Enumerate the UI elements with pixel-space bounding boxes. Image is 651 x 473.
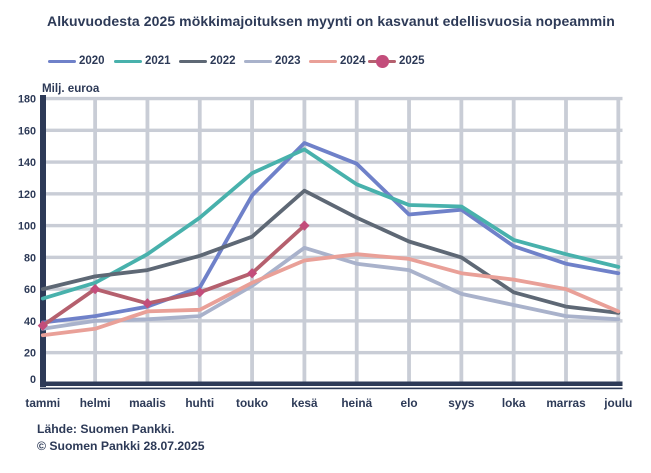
x-tick-label: elo bbox=[401, 396, 418, 410]
x-tick-label: syys bbox=[448, 396, 475, 410]
gridline-horizontal bbox=[40, 128, 623, 133]
y-axis-line bbox=[40, 95, 46, 387]
legend-label-2024: 2024 bbox=[340, 54, 366, 67]
x-tick-label: joulu bbox=[603, 396, 632, 410]
series-line-2021 bbox=[40, 147, 621, 301]
footer-copyright: © Suomen Pankki 28.07.2025 bbox=[37, 439, 205, 453]
legend: 2020 2021 2022 2023 2024 2025 bbox=[0, 53, 651, 69]
chart-title: Alkuvuodesta 2025 mökkimajoituksen myynt… bbox=[47, 13, 615, 29]
gridline-vertical bbox=[616, 97, 621, 383]
legend-marker-2025 bbox=[376, 55, 389, 68]
gridline-vertical bbox=[302, 97, 307, 383]
legend-swatch-2024 bbox=[309, 59, 337, 64]
gridline-vertical bbox=[354, 97, 359, 383]
y-tick-label: 140 bbox=[18, 157, 36, 169]
gridline-vertical bbox=[93, 97, 98, 383]
gridline-horizontal bbox=[40, 223, 623, 228]
y-axis-title: Milj. euroa bbox=[42, 81, 100, 95]
footer-source: Lähde: Suomen Pankki. bbox=[37, 421, 175, 436]
y-tick-label: 160 bbox=[18, 125, 36, 137]
series-marker-2025 bbox=[299, 220, 310, 231]
x-tick-label: touko bbox=[236, 396, 268, 410]
series-line-2022 bbox=[40, 188, 621, 315]
legend-swatch-2020 bbox=[48, 59, 76, 64]
x-tick-label: marras bbox=[546, 396, 586, 410]
legend-swatch-2021 bbox=[114, 59, 142, 64]
gridline-vertical bbox=[145, 97, 150, 383]
gridline-vertical bbox=[197, 97, 202, 383]
series-line-2024 bbox=[40, 252, 621, 338]
y-tick-label: 40 bbox=[24, 316, 36, 328]
x-tick-label: tammi bbox=[25, 396, 60, 410]
gridline-horizontal bbox=[40, 160, 623, 164]
legend-swatch-2023 bbox=[244, 59, 272, 64]
legend-label-2023: 2023 bbox=[275, 54, 301, 67]
gridline-horizontal bbox=[40, 287, 623, 291]
legend-label-2020: 2020 bbox=[79, 54, 105, 67]
gridline-horizontal bbox=[40, 192, 623, 196]
gridline-vertical bbox=[564, 97, 568, 383]
series-marker-2025 bbox=[90, 284, 101, 295]
x-tick-label: kesä bbox=[291, 396, 318, 410]
legend-swatch-2022 bbox=[179, 59, 207, 64]
x-tick-label: maalis bbox=[129, 396, 166, 410]
y-tick-label: 20 bbox=[24, 348, 36, 360]
x-tick-label: heinä bbox=[341, 396, 372, 410]
series-marker-2025 bbox=[246, 268, 258, 279]
y-tick-label: 120 bbox=[18, 189, 36, 201]
series-line-2020 bbox=[40, 141, 621, 325]
gridline-horizontal bbox=[40, 350, 623, 355]
y-tick-label: 100 bbox=[18, 221, 36, 233]
y-tick-label: 180 bbox=[18, 94, 36, 106]
series-marker-2025 bbox=[142, 298, 153, 309]
series-marker-2025 bbox=[194, 287, 205, 298]
gridline-horizontal bbox=[40, 319, 623, 323]
gridline-vertical bbox=[459, 97, 464, 383]
legend-label-2021: 2021 bbox=[145, 54, 171, 67]
legend-label-2022: 2022 bbox=[210, 54, 236, 67]
y-tick-label: 0 bbox=[30, 374, 36, 386]
x-tick-label: loka bbox=[502, 396, 526, 410]
y-tick-label: 80 bbox=[24, 252, 36, 264]
series-line-2025 bbox=[40, 223, 307, 328]
x-axis-line bbox=[40, 381, 623, 386]
x-tick-label: helmi bbox=[80, 396, 111, 410]
gridline-vertical bbox=[250, 97, 254, 383]
series-marker-2025 bbox=[37, 320, 48, 331]
gridline-horizontal bbox=[40, 96, 623, 101]
y-tick-label: 60 bbox=[24, 284, 36, 296]
x-axis-underline bbox=[40, 387, 623, 390]
x-tick-label: huhti bbox=[185, 396, 214, 410]
legend-label-2025: 2025 bbox=[399, 54, 425, 67]
